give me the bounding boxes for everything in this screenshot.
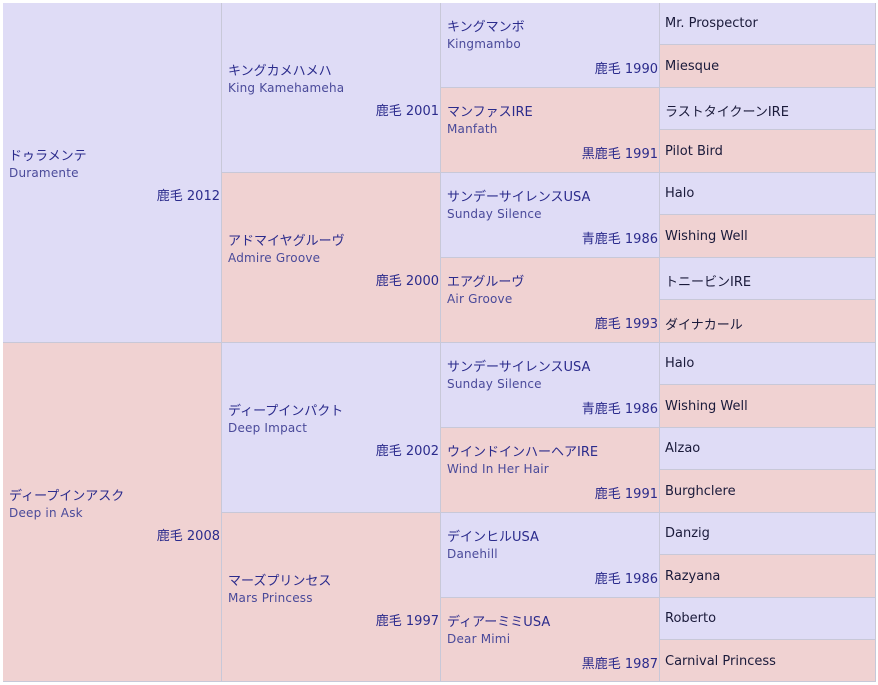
coat-year: 鹿毛 2001 (375, 104, 439, 119)
horse-name-en: Deep Impact (228, 421, 308, 435)
horse-name[interactable]: Roberto (665, 611, 717, 626)
horse-name-ja[interactable]: サンデーサイレンスUSA (447, 190, 591, 205)
horse-name[interactable]: Razyana (665, 569, 721, 584)
gen4-cell: Carnival Princess (660, 640, 876, 682)
gen4-cell: Wishing Well (660, 385, 876, 428)
horse-name[interactable]: ラストタイクーンIRE (665, 105, 789, 120)
horse-name-ja[interactable]: デインヒルUSA (447, 530, 539, 545)
horse-name[interactable]: Danzig (665, 526, 710, 541)
horse-name-en: Mars Princess (228, 591, 313, 605)
gen4-cell: Halo (660, 173, 876, 215)
gen4-cell: Halo (660, 343, 876, 385)
coat-year: 鹿毛 2002 (375, 444, 439, 459)
coat-year: 黒鹿毛 1987 (581, 657, 658, 672)
horse-name-en: Danehill (447, 547, 498, 561)
horse-name-en: King Kamehameha (228, 81, 345, 95)
horse-name-ja[interactable]: エアグルーヴ (447, 275, 525, 290)
coat-year: 鹿毛 2008 (156, 529, 220, 544)
gen3-cell: エアグルーヴ Air Groove 鹿毛 1993 (441, 258, 660, 343)
gen4-cell: Danzig (660, 513, 876, 555)
horse-name-en: Manfath (447, 122, 498, 136)
horse-name-ja[interactable]: ドゥラメンテ (9, 149, 87, 164)
gen2-cell: ディープインパクト Deep Impact 鹿毛 2002 (222, 343, 441, 513)
horse-name-en: Admire Groove (228, 251, 321, 265)
horse-name-ja[interactable]: マンファスIRE (447, 105, 533, 120)
gen4-cell: Wishing Well (660, 215, 876, 258)
coat-year: 鹿毛 1997 (375, 614, 439, 629)
gen2-cell: キングカメハメハ King Kamehameha 鹿毛 2001 (222, 3, 441, 173)
horse-name-en: Kingmambo (447, 37, 521, 51)
horse-name[interactable]: Carnival Princess (665, 654, 776, 669)
coat-year: 黒鹿毛 1991 (581, 147, 658, 162)
gen3-cell: マンファスIRE Manfath 黒鹿毛 1991 (441, 88, 660, 173)
horse-name-en: Sunday Silence (447, 207, 542, 221)
horse-name-ja[interactable]: キングカメハメハ (228, 64, 332, 79)
horse-name[interactable]: Alzao (665, 441, 701, 456)
horse-name-ja[interactable]: アドマイヤグルーヴ (228, 234, 345, 249)
pedigree-table: ドゥラメンテ Duramente 鹿毛 2012 ディープインアスク Deep … (3, 3, 876, 682)
horse-name[interactable]: Halo (665, 356, 695, 371)
gen3-cell: サンデーサイレンスUSA Sunday Silence 青鹿毛 1986 (441, 173, 660, 258)
horse-name[interactable]: トニービンIRE (665, 275, 752, 290)
horse-name[interactable]: Pilot Bird (665, 144, 723, 159)
horse-name-ja[interactable]: ディアーミミUSA (447, 615, 551, 630)
horse-name-en: Air Groove (447, 292, 513, 306)
horse-name[interactable]: Wishing Well (665, 399, 748, 414)
coat-year: 鹿毛 1990 (594, 62, 658, 77)
horse-name-ja[interactable]: ディープインアスク (9, 489, 125, 504)
horse-name-en: Wind In Her Hair (447, 462, 549, 476)
horse-name[interactable]: ダイナカール (665, 318, 743, 333)
gen4-cell: Pilot Bird (660, 130, 876, 173)
horse-name[interactable]: Burghclere (665, 484, 736, 499)
gen2-cell: マーズプリンセス Mars Princess 鹿毛 1997 (222, 513, 441, 682)
coat-year: 青鹿毛 1986 (581, 402, 658, 417)
coat-year: 青鹿毛 1986 (581, 232, 658, 247)
horse-name-ja[interactable]: マーズプリンセス (228, 574, 332, 589)
horse-name-en: Dear Mimi (447, 632, 511, 646)
gen3-cell: サンデーサイレンスUSA Sunday Silence 青鹿毛 1986 (441, 343, 660, 428)
gen4-cell: Mr. Prospector (660, 3, 876, 45)
horse-name[interactable]: Wishing Well (665, 229, 748, 244)
gen3-cell: ディアーミミUSA Dear Mimi 黒鹿毛 1987 (441, 598, 660, 682)
gen4-cell: Alzao (660, 428, 876, 470)
gen4-cell: Razyana (660, 555, 876, 598)
coat-year: 鹿毛 2012 (156, 189, 220, 204)
horse-name-ja[interactable]: キングマンボ (447, 20, 525, 35)
horse-name-ja[interactable]: ディープインパクト (228, 404, 344, 419)
gen3-cell: ウインドインハーヘアIRE Wind In Her Hair 鹿毛 1991 (441, 428, 660, 513)
horse-name[interactable]: Miesque (665, 59, 720, 74)
gen2-cell: アドマイヤグルーヴ Admire Groove 鹿毛 2000 (222, 173, 441, 343)
gen4-cell: Roberto (660, 598, 876, 640)
gen4-cell: ラストタイクーンIRE (660, 88, 876, 130)
gen4-cell: Burghclere (660, 470, 876, 513)
horse-name-en: Sunday Silence (447, 377, 542, 391)
coat-year: 鹿毛 2000 (375, 274, 439, 289)
horse-name-ja[interactable]: ウインドインハーヘアIRE (447, 445, 599, 460)
gen3-cell: デインヒルUSA Danehill 鹿毛 1986 (441, 513, 660, 598)
horse-name-ja[interactable]: サンデーサイレンスUSA (447, 360, 591, 375)
gen1-dam: ディープインアスク Deep in Ask 鹿毛 2008 (3, 343, 222, 682)
gen1-sire: ドゥラメンテ Duramente 鹿毛 2012 (3, 3, 222, 343)
horse-name[interactable]: Mr. Prospector (665, 16, 758, 31)
horse-name-en: Duramente (9, 166, 79, 180)
gen4-cell: ダイナカール (660, 300, 876, 343)
coat-year: 鹿毛 1993 (594, 317, 658, 332)
coat-year: 鹿毛 1991 (594, 487, 658, 502)
coat-year: 鹿毛 1986 (594, 572, 658, 587)
horse-name[interactable]: Halo (665, 186, 695, 201)
gen4-cell: Miesque (660, 45, 876, 88)
horse-name-en: Deep in Ask (9, 506, 83, 520)
gen4-cell: トニービンIRE (660, 258, 876, 300)
gen3-cell: キングマンボ Kingmambo 鹿毛 1990 (441, 3, 660, 88)
